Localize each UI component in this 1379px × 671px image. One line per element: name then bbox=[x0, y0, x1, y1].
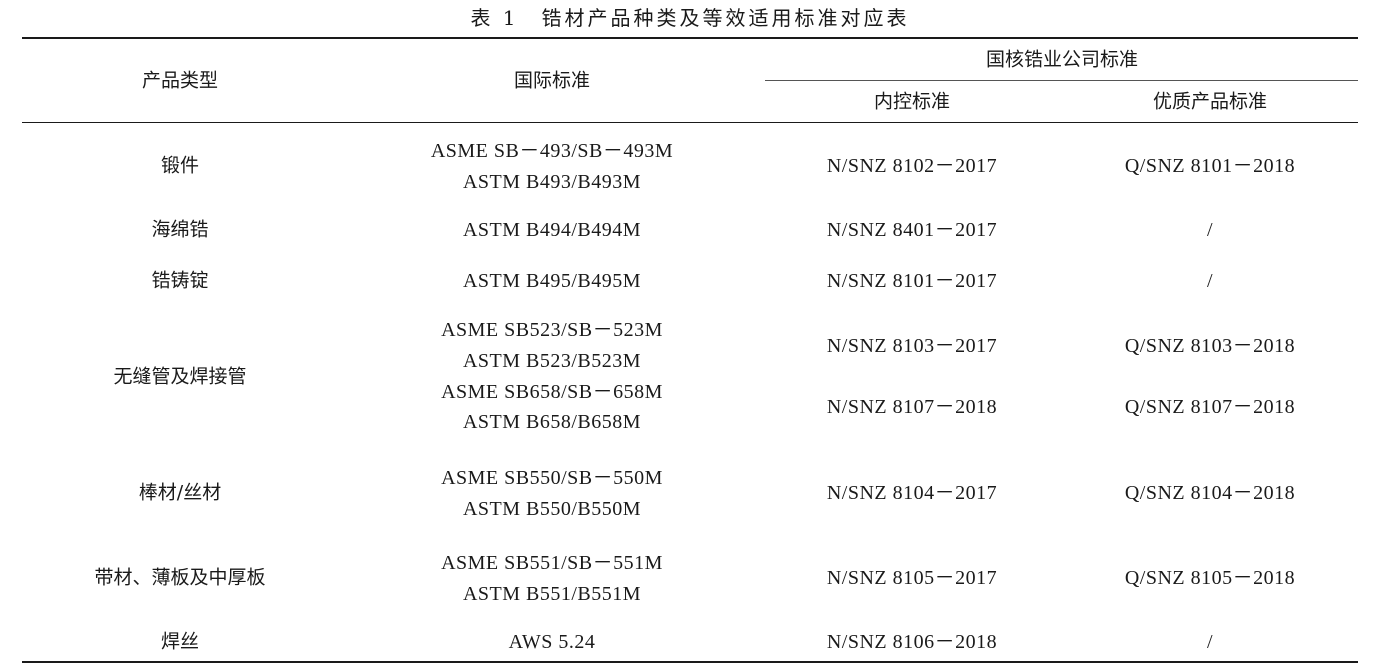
top-rule bbox=[22, 37, 1358, 39]
cell-international-standard: ASME SB－493/SB－493M bbox=[430, 140, 674, 162]
cell-quality-standard: / bbox=[1206, 219, 1214, 241]
cell-internal-standard: N/SNZ 8102－2017 bbox=[826, 155, 998, 177]
header-rule bbox=[22, 122, 1358, 123]
cell-international-standard: ASTM B523/B523M bbox=[462, 350, 642, 372]
table-title: 表 1 锆材产品种类及等效适用标准对应表 bbox=[470, 6, 910, 30]
cell-internal-standard: N/SNZ 8105－2017 bbox=[826, 567, 998, 589]
cell-international-standard: ASTM B550/B550M bbox=[462, 498, 642, 520]
cell-international-standard: ASTM B494/B494M bbox=[462, 219, 642, 241]
cell-international-standard: ASTM B493/B493M bbox=[462, 171, 642, 193]
cell-internal-standard: N/SNZ 8401－2017 bbox=[826, 219, 998, 241]
cell-international-standard: ASME SB550/SB－550M bbox=[441, 467, 663, 489]
cell-product-type: 棒材/丝材 bbox=[138, 481, 222, 504]
cell-product-type: 锻件 bbox=[160, 154, 200, 177]
cell-product-type: 带材、薄板及中厚板 bbox=[94, 566, 266, 589]
cell-internal-standard: N/SNZ 8107－2018 bbox=[826, 396, 998, 418]
cell-international-standard: ASTM B551/B551M bbox=[462, 583, 642, 605]
cell-international-standard: ASTM B658/B658M bbox=[462, 411, 642, 433]
group-rule bbox=[765, 80, 1358, 81]
cell-product-type: 无缝管及焊接管 bbox=[113, 365, 247, 388]
header-product-type: 产品类型 bbox=[141, 69, 219, 92]
cell-international-standard: ASME SB523/SB－523M bbox=[441, 319, 663, 341]
cell-quality-standard: Q/SNZ 8107－2018 bbox=[1124, 396, 1296, 418]
cell-quality-standard: Q/SNZ 8105－2018 bbox=[1124, 567, 1296, 589]
cell-internal-standard: N/SNZ 8101－2017 bbox=[826, 270, 998, 292]
header-international: 国际标准 bbox=[513, 69, 591, 92]
cell-quality-standard: Q/SNZ 8101－2018 bbox=[1124, 155, 1296, 177]
bottom-rule bbox=[22, 661, 1358, 663]
cell-product-type: 焊丝 bbox=[160, 630, 200, 653]
cell-internal-standard: N/SNZ 8104－2017 bbox=[826, 482, 998, 504]
cell-product-type: 锆铸锭 bbox=[151, 269, 209, 292]
header-internal: 内控标准 bbox=[873, 90, 951, 113]
cell-product-type: 海绵锆 bbox=[151, 218, 209, 241]
cell-internal-standard: N/SNZ 8103－2017 bbox=[826, 335, 998, 357]
cell-international-standard: AWS 5.24 bbox=[508, 631, 596, 653]
cell-quality-standard: Q/SNZ 8104－2018 bbox=[1124, 482, 1296, 504]
cell-internal-standard: N/SNZ 8106－2018 bbox=[826, 631, 998, 653]
cell-quality-standard: / bbox=[1206, 270, 1214, 292]
cell-quality-standard: Q/SNZ 8103－2018 bbox=[1124, 335, 1296, 357]
cell-quality-standard: / bbox=[1206, 631, 1214, 653]
cell-international-standard: ASME SB658/SB－658M bbox=[441, 381, 663, 403]
header-company-group: 国核锆业公司标准 bbox=[985, 48, 1139, 71]
header-quality: 优质产品标准 bbox=[1152, 90, 1268, 113]
cell-international-standard: ASTM B495/B495M bbox=[462, 270, 642, 292]
cell-international-standard: ASME SB551/SB－551M bbox=[441, 552, 663, 574]
